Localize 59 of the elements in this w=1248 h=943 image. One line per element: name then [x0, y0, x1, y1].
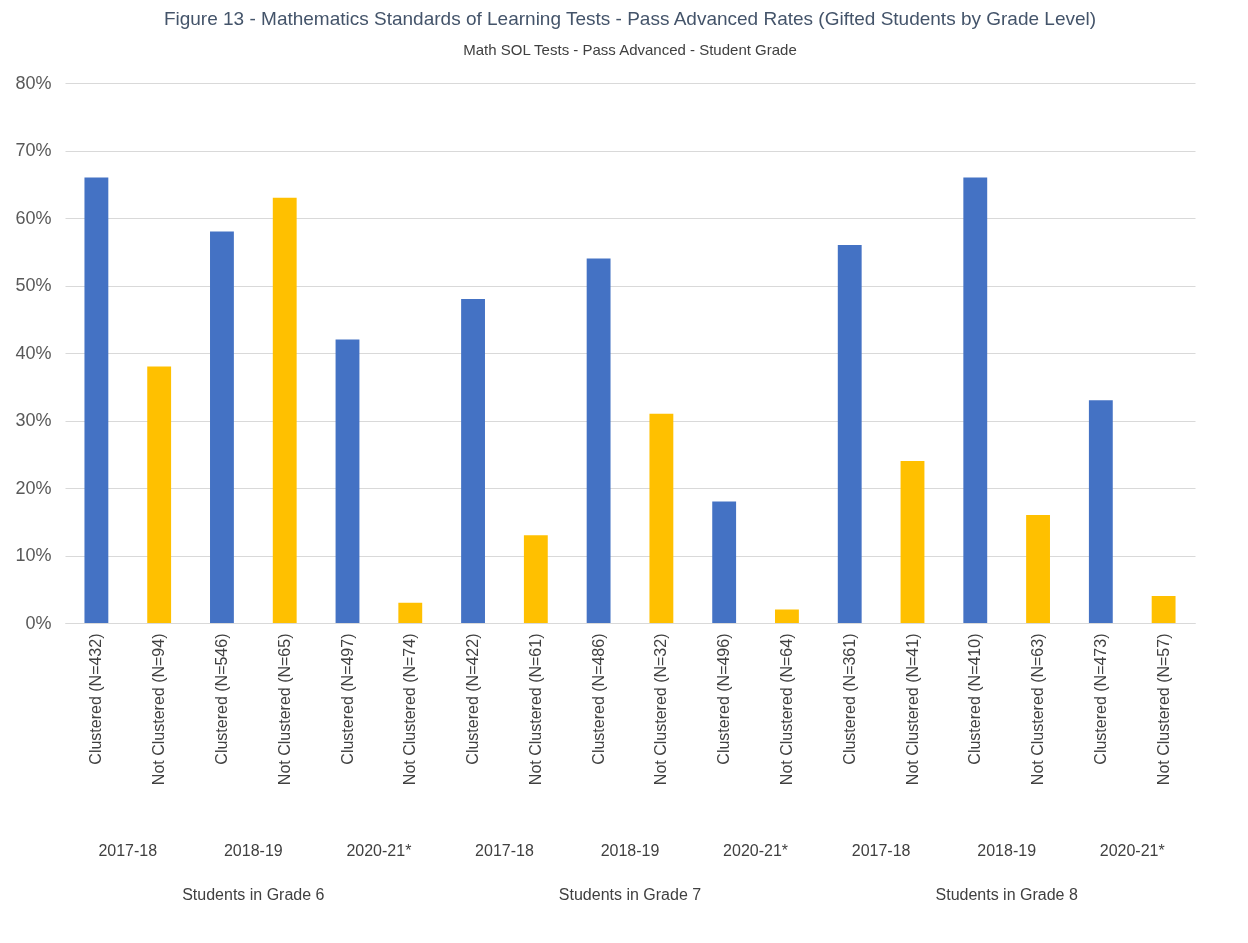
text: Students in Grade 6 — [182, 886, 325, 903]
text: 2017-18 — [98, 842, 158, 859]
bar — [398, 602, 423, 623]
y-tick-label: 20% — [15, 477, 52, 498]
x-tick-label: Clustered (N=496) — [715, 633, 733, 765]
x-tick-label: Clustered (N=546) — [212, 633, 230, 765]
text: Students in Grade 8 — [935, 886, 1078, 903]
bar — [147, 366, 172, 623]
x-tick-label: Clustered (N=410) — [966, 633, 984, 765]
y-tick-label: 70% — [15, 140, 52, 160]
text: Students in Grade 7 — [558, 886, 702, 903]
text: 2017-18 — [851, 842, 911, 859]
x-tick-label: Not Clustered (N=61) — [526, 633, 544, 786]
bar — [1026, 515, 1050, 623]
y-tick-label: 40% — [15, 342, 52, 363]
y-tick-label: 60% — [15, 207, 52, 228]
x-tick-label: Not Clustered (N=57) — [1154, 633, 1172, 786]
bar — [523, 535, 548, 623]
x-tick-label: Clustered (N=497) — [338, 633, 356, 765]
x-tick-label: Not Clustered (N=64) — [777, 633, 795, 786]
x-tick-label: Clustered (N=473) — [1091, 633, 1109, 765]
bar — [1088, 400, 1113, 623]
bar — [210, 231, 234, 623]
x-tick-label: Clustered (N=422) — [464, 633, 482, 765]
bar — [272, 197, 297, 623]
x-tick-label: Not Clustered (N=65) — [275, 633, 293, 786]
y-tick-label: 50% — [15, 275, 52, 295]
x-tick-label: Clustered (N=432) — [87, 633, 105, 765]
y-tick-label: 10% — [15, 545, 52, 565]
x-tick-label: Not Clustered (N=74) — [401, 633, 419, 786]
x-tick-label: Clustered (N=361) — [840, 633, 858, 765]
y-tick-label: 80% — [15, 72, 52, 93]
text: 2020-21* — [1099, 842, 1165, 859]
text: 2018-19 — [223, 842, 283, 859]
bar — [712, 501, 737, 623]
bar — [837, 245, 862, 623]
x-tick-label: Not Clustered (N=41) — [903, 633, 921, 786]
text: 2018-19 — [977, 842, 1037, 859]
chart-title: Figure 13 - Mathematics Standards of Learning Tests - Pass Advanced Rates (Gifted Students by Grade Level) — [163, 8, 1097, 29]
x-tick-label: Not Clustered (N=94) — [150, 633, 168, 786]
bar — [775, 609, 799, 623]
bar — [461, 299, 485, 623]
bar — [963, 177, 988, 623]
bar — [586, 258, 611, 623]
y-tick-label: 0% — [25, 612, 52, 633]
chart-subtitle: Math SOL Tests - Pass Advanced - Student Grade — [463, 41, 797, 58]
text: 2020-21* — [346, 842, 412, 859]
bar — [84, 177, 109, 623]
bar — [900, 461, 925, 623]
x-tick-label: Not Clustered (N=63) — [1029, 633, 1047, 786]
bar — [335, 339, 360, 623]
text: 2020-21* — [723, 842, 789, 859]
x-tick-label: Not Clustered (N=32) — [652, 633, 670, 786]
text: 2018-19 — [600, 842, 660, 859]
y-tick-label: 30% — [15, 410, 52, 430]
text: 2017-18 — [475, 842, 534, 859]
x-tick-label: Clustered (N=486) — [589, 633, 607, 765]
bar — [1151, 596, 1176, 623]
bar — [649, 413, 674, 623]
